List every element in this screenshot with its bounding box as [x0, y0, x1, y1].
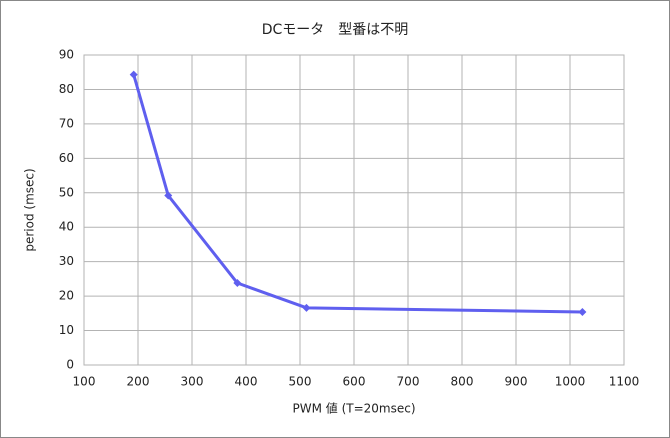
y-tick-label: 80 [59, 82, 74, 96]
data-point [129, 70, 138, 79]
y-tick-label: 30 [59, 254, 74, 268]
data-point [578, 307, 587, 316]
x-tick-label: 1000 [555, 375, 586, 389]
x-tick-label: 800 [451, 375, 474, 389]
y-axis-title: period (msec) [23, 168, 37, 251]
y-tick-label: 70 [59, 116, 74, 130]
y-tick-label: 0 [66, 358, 74, 372]
chart-title: DCモータ 型番は不明 [262, 22, 409, 38]
x-axis-title: PWM 値 (T=20msec) [292, 401, 415, 416]
data-point [233, 279, 242, 288]
x-tick-label: 500 [289, 375, 312, 389]
x-tick-label: 400 [235, 375, 258, 389]
x-tick-label: 1100 [609, 375, 640, 389]
plot-area [83, 54, 625, 366]
x-tick-label: 100 [73, 375, 96, 389]
y-tick-label: 90 [59, 48, 74, 62]
y-tick-label: 50 [59, 185, 74, 199]
data-point [164, 191, 173, 200]
x-tick-label: 200 [127, 375, 150, 389]
x-tick-label: 900 [505, 375, 528, 389]
y-tick-label: 40 [59, 220, 74, 234]
y-tick-label: 10 [59, 323, 74, 337]
x-tick-label: 600 [343, 375, 366, 389]
y-tick-label: 60 [59, 151, 74, 165]
y-tick-label: 20 [59, 289, 74, 303]
x-tick-label: 700 [397, 375, 420, 389]
x-tick-label: 300 [181, 375, 204, 389]
data-point [302, 303, 311, 312]
